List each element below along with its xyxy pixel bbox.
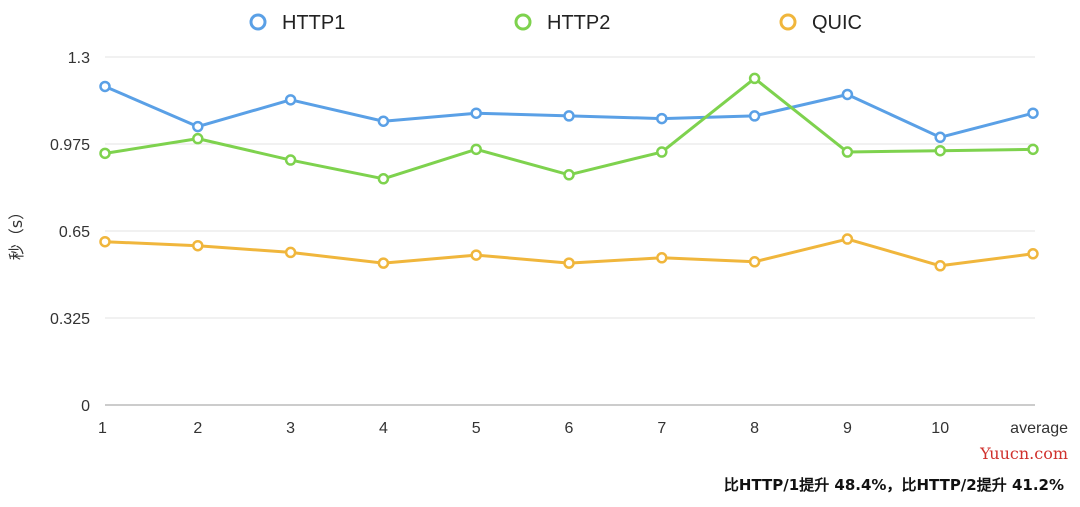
legend-label: QUIC xyxy=(812,12,862,34)
y-tick-label: 0.65 xyxy=(59,224,90,241)
x-axis-ticks: 1 2 3 4 5 6 7 8 9 10 average xyxy=(98,420,1068,437)
data-point xyxy=(563,110,575,122)
y-tick-label: 0.325 xyxy=(50,311,90,328)
series-group xyxy=(99,72,1039,272)
data-point xyxy=(934,131,946,144)
x-tick-label: 9 xyxy=(843,420,852,437)
data-point xyxy=(470,249,482,261)
x-tick-label: 2 xyxy=(193,420,202,437)
data-point xyxy=(284,94,297,106)
data-point xyxy=(470,143,482,156)
data-point xyxy=(192,120,204,133)
data-point xyxy=(748,256,761,268)
legend-label: HTTP2 xyxy=(547,12,610,34)
data-point xyxy=(284,246,297,259)
data-point xyxy=(841,233,854,245)
x-tick-label: 1 xyxy=(98,420,107,437)
legend-label: HTTP1 xyxy=(282,12,345,34)
grid xyxy=(105,56,1035,319)
data-point xyxy=(377,115,390,127)
legend: HTTP1 HTTP2 QUIC xyxy=(249,12,862,34)
data-point xyxy=(1027,248,1039,260)
data-point xyxy=(934,144,946,157)
x-tick-label: average xyxy=(1010,420,1068,437)
x-tick-label: 10 xyxy=(931,420,949,437)
watermark: Yuucn.com xyxy=(979,444,1068,463)
data-point xyxy=(748,72,761,85)
data-point xyxy=(656,146,668,158)
data-point xyxy=(563,169,575,181)
x-tick-label: 6 xyxy=(565,420,574,437)
x-tick-label: 4 xyxy=(379,420,388,437)
data-point xyxy=(99,147,111,160)
data-point xyxy=(841,88,854,101)
data-point xyxy=(748,110,761,122)
data-point xyxy=(284,154,297,166)
data-point xyxy=(192,132,204,145)
legend-marker xyxy=(249,13,267,31)
y-tick-label: 0.975 xyxy=(50,137,90,154)
series-line xyxy=(104,76,1034,181)
data-point xyxy=(1027,143,1039,156)
data-point xyxy=(99,80,111,93)
data-point xyxy=(563,257,575,269)
data-point xyxy=(377,173,390,185)
legend-marker xyxy=(514,13,532,31)
data-point xyxy=(1027,107,1039,119)
data-point xyxy=(192,239,204,252)
data-point xyxy=(470,107,482,119)
data-point xyxy=(841,146,854,158)
improvement-note: 比HTTP/1提升 48.4%，比HTTP/2提升 41.2% xyxy=(724,476,1064,494)
legend-marker xyxy=(779,13,797,31)
x-tick-label: 7 xyxy=(657,420,666,437)
data-point xyxy=(377,257,390,269)
x-tick-label: 8 xyxy=(750,420,759,437)
series-http2 xyxy=(99,72,1039,185)
data-point xyxy=(656,252,668,264)
x-tick-label: 5 xyxy=(472,420,481,437)
y-axis-ticks: 0 0.325 0.65 0.975 1.3 xyxy=(50,50,90,415)
x-tick-label: 3 xyxy=(286,420,295,437)
y-tick-label: 1.3 xyxy=(68,50,90,67)
series-quic xyxy=(99,233,1039,272)
series-http1 xyxy=(99,80,1039,144)
data-point xyxy=(934,260,946,272)
y-tick-label: 0 xyxy=(81,398,90,415)
data-point xyxy=(656,112,668,125)
y-axis-label: 秒（s） xyxy=(7,204,26,260)
data-point xyxy=(99,235,111,248)
